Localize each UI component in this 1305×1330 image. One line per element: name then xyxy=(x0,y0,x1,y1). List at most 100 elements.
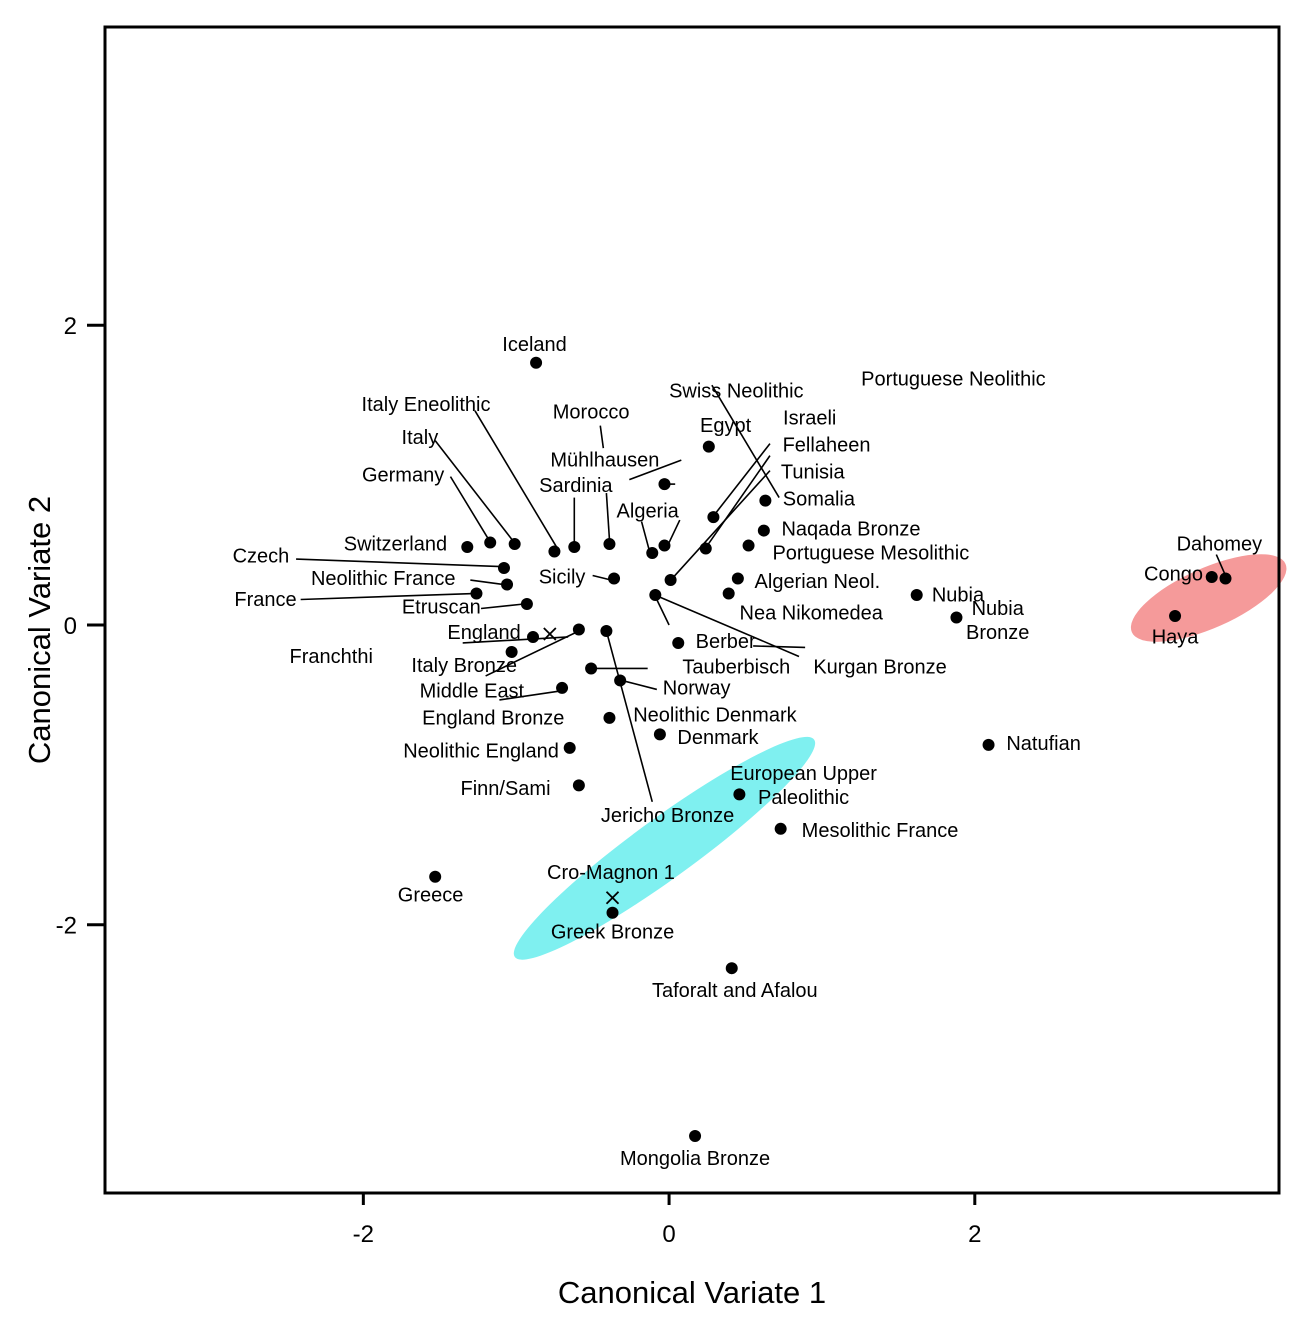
x-tick-label-2: 2 xyxy=(968,1221,981,1248)
point-kurgan-bronze xyxy=(649,589,662,602)
label-england: England xyxy=(447,622,520,644)
leader-line-18 xyxy=(480,603,524,610)
point-sicily xyxy=(608,572,621,585)
point-iceland xyxy=(530,356,543,369)
x-tick-label-0: 0 xyxy=(662,1221,675,1248)
y-tick-label-2: 2 xyxy=(64,313,77,340)
point-czech xyxy=(497,562,510,575)
label-italy-bronze: Italy Bronze xyxy=(411,655,517,677)
leader-line-12 xyxy=(714,443,771,515)
label-berber: Berber xyxy=(696,631,756,653)
label-neolithic-england: Neolithic England xyxy=(403,741,559,763)
leader-line-15 xyxy=(296,558,501,568)
leader-line-22 xyxy=(462,636,569,644)
label-dahomey: Dahomey xyxy=(1177,534,1263,556)
point-haya xyxy=(1169,609,1182,622)
label-natufian: Natufian xyxy=(1006,733,1081,755)
y-tick-label--2: -2 xyxy=(56,913,77,940)
leader-line-8 xyxy=(605,493,611,540)
label-czech: Czech xyxy=(233,546,290,568)
point-england xyxy=(527,630,540,643)
point-nea-nikomedea xyxy=(722,587,735,600)
label-iceland: Iceland xyxy=(502,335,567,357)
leader-line-17 xyxy=(300,592,474,601)
point-mesolithic-france xyxy=(774,822,787,835)
leader-line-4 xyxy=(599,425,605,449)
leader-line-19 xyxy=(592,574,612,581)
label-tunisia: Tunisia xyxy=(781,462,846,484)
label-denmark: Denmark xyxy=(677,727,759,749)
leader-line-13 xyxy=(706,455,771,547)
leader-line-14 xyxy=(671,470,771,580)
leader-line-5 xyxy=(434,440,514,542)
label-algeria: Algeria xyxy=(617,501,680,523)
label-england-bronze: England Bronze xyxy=(422,708,564,730)
leader-line-9 xyxy=(640,521,650,551)
label-jericho-bronze: Jericho Bronze xyxy=(601,805,734,827)
label-neolithic-denmark: Neolithic Denmark xyxy=(633,705,797,727)
point-franchthi xyxy=(505,645,518,658)
x-markers xyxy=(543,627,620,905)
label-algerian-neol: Algerian Neol. xyxy=(755,571,881,593)
point-middle-east xyxy=(572,623,585,636)
point-greek-bronze xyxy=(606,906,619,919)
label-nubia-bronze: Nubia Bronze xyxy=(966,598,1029,644)
label-european-upper: European Upper xyxy=(730,763,877,785)
label-cro-magnon-1: Cro-Magnon 1 xyxy=(547,862,675,884)
point-italy-eneolithic xyxy=(548,545,561,558)
point-nubia xyxy=(910,589,923,602)
axis-ticks: -2 0 2 2 0 -2 xyxy=(56,313,982,1248)
label-tauberbisch: Tauberbisch xyxy=(682,657,790,679)
point-natufian xyxy=(982,738,995,751)
label-germany: Germany xyxy=(362,465,444,487)
label-portuguese-neolithic: Portuguese Neolithic xyxy=(861,369,1046,391)
point-france xyxy=(470,587,483,600)
label-taforalt-and-afalou: Taforalt and Afalou xyxy=(652,980,818,1002)
label-kurgan-bronze: Kurgan Bronze xyxy=(813,657,946,679)
point-finn-sami xyxy=(572,779,585,792)
label-france: France xyxy=(234,589,296,611)
label-egypt: Egypt xyxy=(700,415,752,437)
label-italy: Italy xyxy=(402,427,439,449)
point-tunisia xyxy=(664,574,677,587)
point-neolithic-france xyxy=(501,578,514,591)
point-israeli xyxy=(707,511,720,524)
label-italy-eneolithic: Italy Eneolithic xyxy=(362,394,491,416)
label-etruscan: Etruscan xyxy=(402,597,481,619)
data-points xyxy=(429,356,1232,1143)
point-neolithic-england xyxy=(563,741,576,754)
label-middle-east: Middle East xyxy=(420,681,525,703)
point-egypt xyxy=(702,440,715,453)
point-etruscan xyxy=(520,598,533,611)
x-marker-1 xyxy=(543,627,557,641)
label-sardinia: Sardinia xyxy=(539,475,613,497)
label-naqada-bronze: Naqada Bronze xyxy=(781,519,920,541)
label-israeli: Israeli xyxy=(783,408,836,430)
label-m-hlhausen: Mühlhausen xyxy=(550,450,659,472)
leader-line-25 xyxy=(605,630,654,803)
point-algerian-neol xyxy=(731,572,744,585)
leader-line-16 xyxy=(470,579,505,586)
label-somalia: Somalia xyxy=(783,489,856,511)
label-norway: Norway xyxy=(663,678,731,700)
label-fellaheen: Fellaheen xyxy=(783,435,871,457)
label-greek-bronze: Greek Bronze xyxy=(551,922,674,944)
point-somalia xyxy=(759,494,772,507)
x-marker-2 xyxy=(605,891,620,905)
point-switzerland xyxy=(461,541,474,554)
label-mesolithic-france: Mesolithic France xyxy=(802,820,959,842)
point-mongolia-bronze xyxy=(689,1130,702,1143)
point-nubia-bronze xyxy=(950,611,963,624)
label-greece: Greece xyxy=(398,885,464,907)
point-neolithic-denmark xyxy=(603,711,616,724)
x-axis-title: Canonical Variate 1 xyxy=(558,1275,826,1310)
leader-line-10 xyxy=(668,519,681,543)
leader-line-28 xyxy=(753,645,806,649)
leader-line-29 xyxy=(1215,554,1227,576)
leader-line-6 xyxy=(449,476,490,540)
leader-line-21 xyxy=(654,596,670,626)
point-naqada-bronze xyxy=(757,524,770,537)
point-swiss-neolithic xyxy=(658,478,671,491)
point-norway xyxy=(614,674,627,687)
